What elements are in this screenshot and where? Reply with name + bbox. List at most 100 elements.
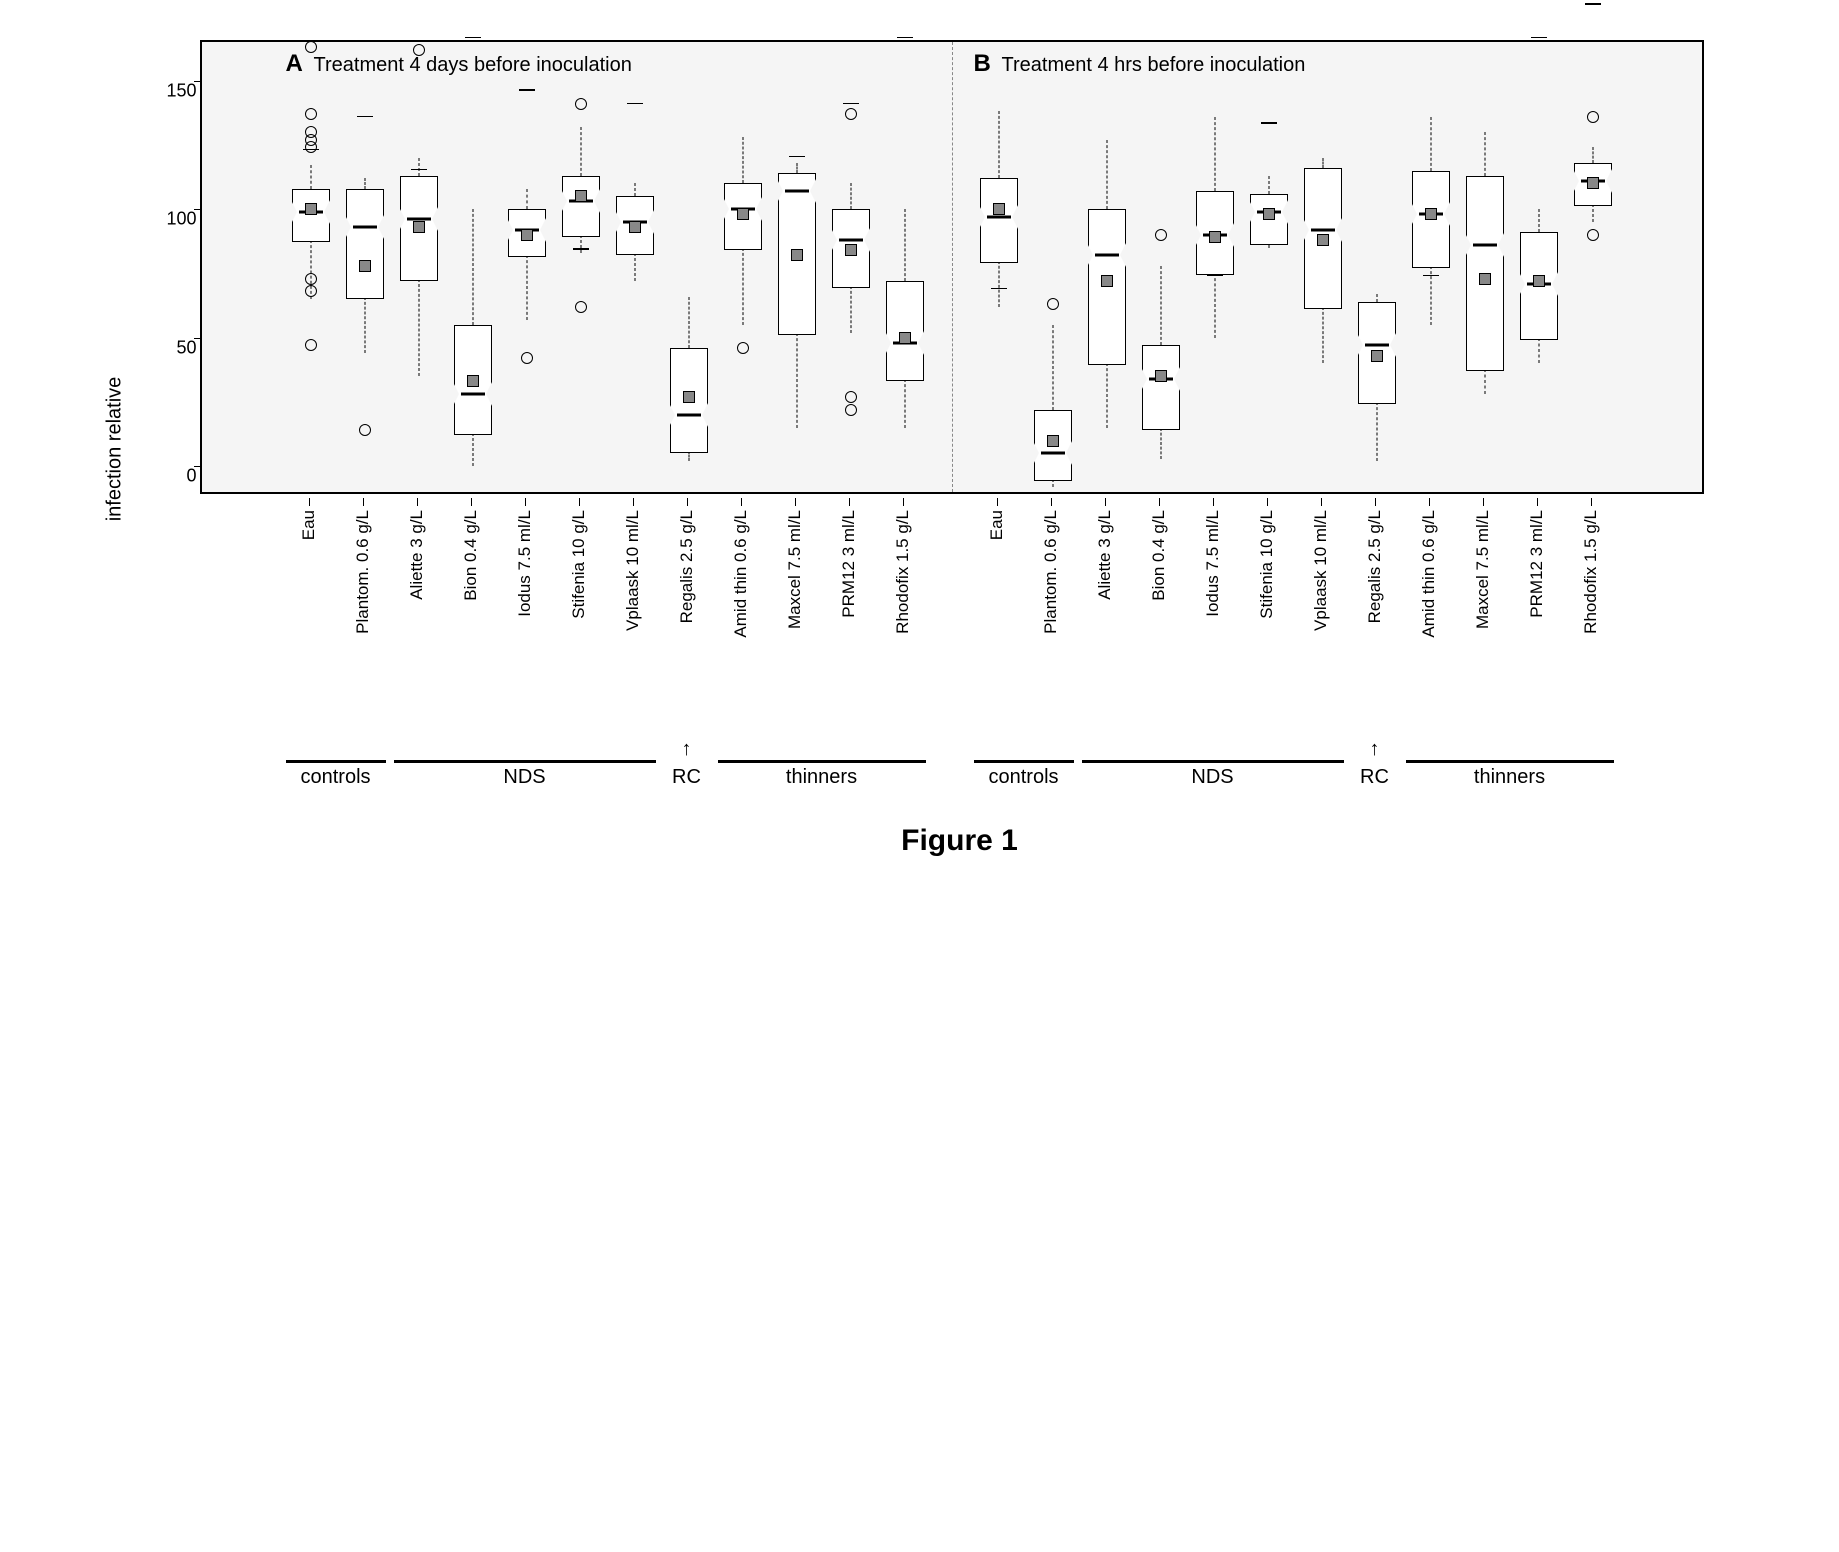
group-label: controls [300, 766, 370, 789]
y-tick-label: 0 [186, 466, 196, 487]
group-label: thinners [1474, 766, 1545, 789]
mean-marker [683, 391, 695, 403]
outlier-point [845, 404, 857, 416]
median-line [1473, 244, 1497, 247]
outlier-point [1587, 229, 1599, 241]
group-label: RC [672, 766, 701, 789]
group-label: controls [988, 766, 1058, 789]
boxplot [500, 42, 554, 492]
y-axis-ticks: 0 50 100 150 [157, 42, 197, 492]
mean-marker [1587, 177, 1599, 189]
x-tick-label: Maxcel 7.5 ml/L [1473, 510, 1493, 629]
median-line [1365, 344, 1389, 347]
boxplot [662, 42, 716, 492]
boxplot [1566, 42, 1620, 492]
median-line [1095, 254, 1119, 257]
mean-marker [305, 203, 317, 215]
mean-marker [413, 221, 425, 233]
x-tick-label: Plantom. 0.6 g/L [1041, 510, 1061, 634]
boxplot [554, 42, 608, 492]
outlier-point [359, 424, 371, 436]
boxplot [1242, 42, 1296, 492]
boxplot [446, 42, 500, 492]
plot-region: ATreatment 4 days before inoculationBTre… [202, 42, 1702, 492]
mean-marker [1317, 234, 1329, 246]
mean-marker [467, 375, 479, 387]
y-tick-label: 150 [166, 80, 196, 101]
boxplot [878, 42, 932, 492]
outlier-point [413, 44, 425, 56]
x-tick-label: Amid thin 0.6 g/L [731, 510, 751, 638]
mean-marker [1263, 208, 1275, 220]
group-underline [718, 760, 926, 763]
mean-marker [1479, 273, 1491, 285]
x-tick-label: PRM12 3 ml/L [839, 510, 859, 618]
boxplot [1134, 42, 1188, 492]
boxplot [608, 42, 662, 492]
boxplot [972, 42, 1026, 492]
chart-area: 050100150 ATreatment 4 days before inocu… [200, 40, 1704, 494]
median-line [839, 239, 863, 242]
x-tick-label: Vplaask 10 ml/L [1311, 510, 1331, 631]
boxplot [1512, 42, 1566, 492]
mean-marker [1371, 350, 1383, 362]
x-tick-label: PRM12 3 ml/L [1527, 510, 1547, 618]
x-tick-label: Eau [987, 510, 1007, 540]
mean-marker [899, 332, 911, 344]
boxplot [1296, 42, 1350, 492]
x-tick-label: Regalis 2.5 g/L [677, 510, 697, 623]
boxplot [770, 42, 824, 492]
mean-marker [575, 190, 587, 202]
group-underline [1406, 760, 1614, 763]
median-line [1041, 452, 1065, 455]
median-line [987, 215, 1011, 218]
outlier-point [521, 352, 533, 364]
group-underline [1082, 760, 1344, 763]
mean-marker [1533, 275, 1545, 287]
boxplot [284, 42, 338, 492]
panel-divider [952, 42, 953, 492]
mean-marker [1425, 208, 1437, 220]
y-tick-label: 100 [166, 209, 196, 230]
boxplot [1026, 42, 1080, 492]
x-tick-label: Rhodofix 1.5 g/L [893, 510, 913, 634]
x-tick-label: Amid thin 0.6 g/L [1419, 510, 1439, 638]
boxplot [392, 42, 446, 492]
median-line [1311, 228, 1335, 231]
outlier-point [305, 108, 317, 120]
outlier-point [1155, 229, 1167, 241]
mean-marker [1101, 275, 1113, 287]
mean-marker [629, 221, 641, 233]
outlier-point [575, 301, 587, 313]
mean-marker [1155, 370, 1167, 382]
arrow-up-icon: ↑ [682, 738, 692, 761]
boxplot [824, 42, 878, 492]
outlier-point [845, 108, 857, 120]
x-tick-label: Aliette 3 g/L [1095, 510, 1115, 600]
arrow-up-icon: ↑ [1370, 738, 1380, 761]
x-tick-label: Maxcel 7.5 ml/L [785, 510, 805, 629]
outlier-point [1587, 111, 1599, 123]
figure-container: infection relative 050100150 ATreatment … [120, 40, 1720, 858]
boxplot [1404, 42, 1458, 492]
mean-marker [791, 249, 803, 261]
mean-marker [1209, 231, 1221, 243]
boxplot [1350, 42, 1404, 492]
x-tick-label: Plantom. 0.6 g/L [353, 510, 373, 634]
outlier-point [305, 41, 317, 53]
mean-marker [737, 208, 749, 220]
median-line [785, 190, 809, 193]
x-tick-label: Bion 0.4 g/L [1149, 510, 1169, 601]
boxplot [338, 42, 392, 492]
y-tick-label: 50 [176, 337, 196, 358]
mean-marker [1047, 435, 1059, 447]
outlier-point [305, 141, 317, 153]
figure-caption: Figure 1 [200, 824, 1720, 858]
boxplot [716, 42, 770, 492]
outlier-point [1047, 298, 1059, 310]
x-tick-label: Rhodofix 1.5 g/L [1581, 510, 1601, 634]
x-tick-label: Iodus 7.5 ml/L [1203, 510, 1223, 617]
outlier-point [845, 391, 857, 403]
y-axis-label: infection relative [103, 377, 126, 522]
x-tick-label: Bion 0.4 g/L [461, 510, 481, 601]
